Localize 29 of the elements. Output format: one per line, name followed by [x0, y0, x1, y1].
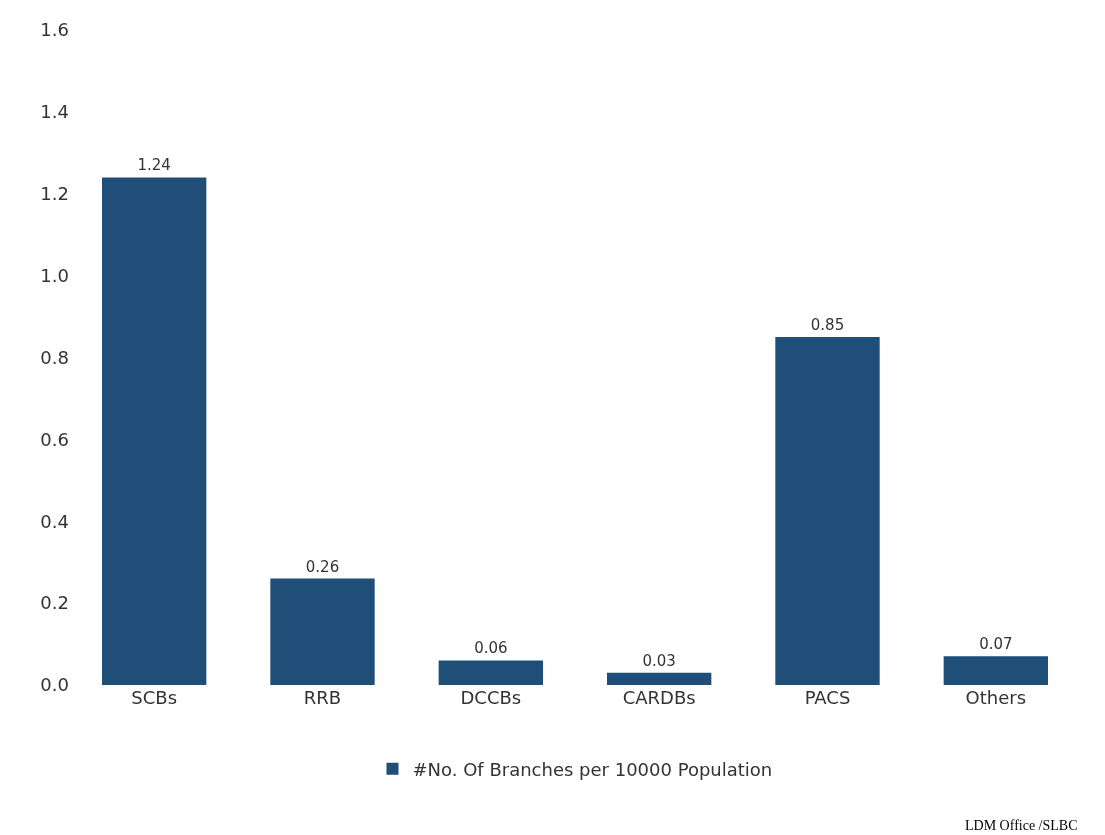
- data-label: 1.24: [137, 156, 171, 175]
- x-tick-label: DCCBs: [460, 687, 522, 708]
- data-label: 0.85: [810, 316, 845, 335]
- y-tick-label: 0.4: [40, 510, 69, 532]
- y-tick-label: 0.8: [40, 346, 69, 368]
- text: LDM Office /SLBC: [965, 818, 1078, 833]
- data-label: 0.26: [305, 557, 340, 576]
- y-tick-label: 0.2: [40, 592, 69, 614]
- bar: [606, 672, 712, 685]
- y-tick-label: 1.6: [40, 19, 69, 41]
- bar: [101, 177, 207, 685]
- x-tick-label: RRB: [303, 687, 342, 708]
- y-tick-label: 0.6: [40, 428, 69, 450]
- bar: [438, 660, 544, 685]
- data-label: 0.07: [979, 635, 1013, 654]
- bar: [943, 656, 1049, 685]
- bar: [270, 578, 375, 685]
- bar: [775, 337, 880, 685]
- data-label: 0.03: [642, 651, 676, 670]
- x-tick-label: Others: [965, 687, 1027, 708]
- y-tick-label: 0.0: [40, 674, 69, 696]
- x-tick-label: SCBs: [131, 687, 178, 708]
- data-label: 0.06: [474, 639, 508, 658]
- x-tick-label: PACS: [804, 687, 851, 708]
- y-tick-label: 1.2: [40, 183, 69, 205]
- legend-label: #No. Of Branches per 10000 Population: [412, 758, 773, 780]
- x-tick-label: CARDBs: [622, 687, 696, 708]
- y-tick-label: 1.4: [40, 101, 69, 123]
- y-tick-label: 1.0: [40, 264, 69, 286]
